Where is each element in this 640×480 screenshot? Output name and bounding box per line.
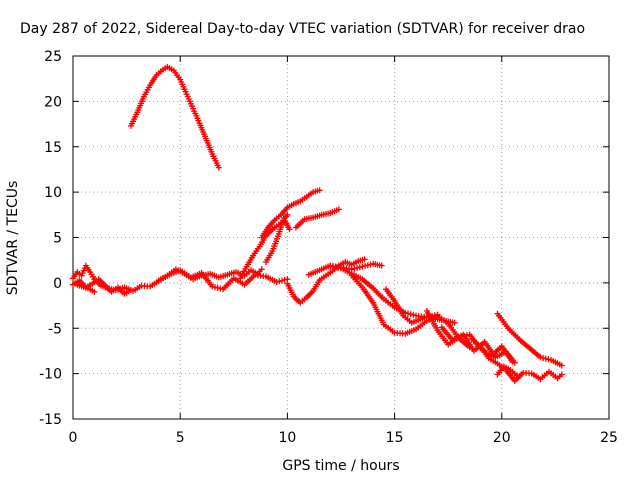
- y-tick-label: -15: [39, 412, 62, 428]
- data-point: [511, 359, 518, 366]
- y-axis-label: SDTVAR / TECUs: [5, 181, 21, 296]
- y-tick-label: 0: [53, 276, 62, 292]
- y-tick-label: 15: [44, 140, 62, 156]
- series-arc-i: [293, 206, 342, 231]
- data-point: [127, 287, 134, 294]
- grid: [73, 56, 609, 419]
- data-point: [212, 284, 218, 291]
- data-point: [281, 276, 288, 283]
- series-arc-p: [438, 324, 518, 366]
- series-arc-g: [258, 187, 323, 241]
- data-point: [284, 211, 291, 218]
- data-point: [513, 372, 520, 379]
- data-point: [279, 277, 285, 284]
- y-tick-label: -5: [48, 321, 62, 337]
- series-arc-d: [127, 63, 222, 171]
- y-tick-label: 10: [44, 185, 62, 201]
- series-arc-f: [237, 218, 293, 282]
- data-point: [258, 266, 265, 273]
- data-point: [91, 288, 98, 295]
- data-point: [335, 206, 342, 213]
- y-tick-label: 5: [53, 231, 62, 247]
- series-arc-n: [383, 286, 458, 326]
- x-tick-label: 5: [176, 430, 185, 446]
- data-point: [545, 356, 552, 363]
- data-point: [537, 354, 544, 361]
- data-point: [316, 187, 323, 194]
- series-arc-e: [155, 267, 291, 293]
- chart-title: Day 287 of 2022, Sidereal Day-to-day VTE…: [20, 21, 585, 37]
- y-tick-label: 20: [44, 94, 62, 110]
- series-line: [330, 265, 438, 319]
- axis-ticks: 0 5 10 15 20 25 -15 -10 -5 0 5 10 15 20 25: [39, 49, 618, 446]
- x-tick-label: 10: [278, 430, 296, 446]
- data-point: [215, 164, 222, 171]
- series-arc-r: [494, 310, 565, 369]
- data-point: [362, 262, 369, 269]
- y-tick-label: 25: [44, 49, 62, 65]
- series-arc-b: [70, 276, 134, 297]
- data-point: [451, 319, 458, 326]
- series-line: [130, 66, 220, 168]
- data-point: [361, 256, 368, 263]
- data-point: [540, 355, 547, 361]
- data-point: [286, 226, 293, 233]
- data-point: [354, 264, 361, 271]
- series-arc-l: [327, 263, 441, 321]
- series-arc-c: [72, 280, 98, 295]
- x-tick-label: 20: [493, 430, 511, 446]
- y-tick-label: -10: [39, 367, 62, 383]
- x-axis-label: GPS time / hours: [282, 458, 399, 474]
- data-point: [351, 265, 358, 272]
- x-tick-label: 0: [69, 430, 78, 446]
- data-point: [364, 262, 371, 269]
- series-arc-s: [494, 363, 520, 379]
- data-point: [273, 279, 280, 285]
- data-point: [558, 362, 565, 369]
- data-point: [558, 371, 565, 378]
- x-tick-label: 25: [600, 430, 618, 446]
- x-tick-label: 15: [386, 430, 404, 446]
- data-point: [217, 285, 224, 292]
- data-series: [70, 63, 565, 384]
- series-arc-q: [468, 336, 565, 384]
- series-arc-h: [263, 211, 291, 265]
- data-point: [407, 311, 414, 318]
- data-point: [405, 310, 411, 317]
- data-point: [378, 262, 385, 269]
